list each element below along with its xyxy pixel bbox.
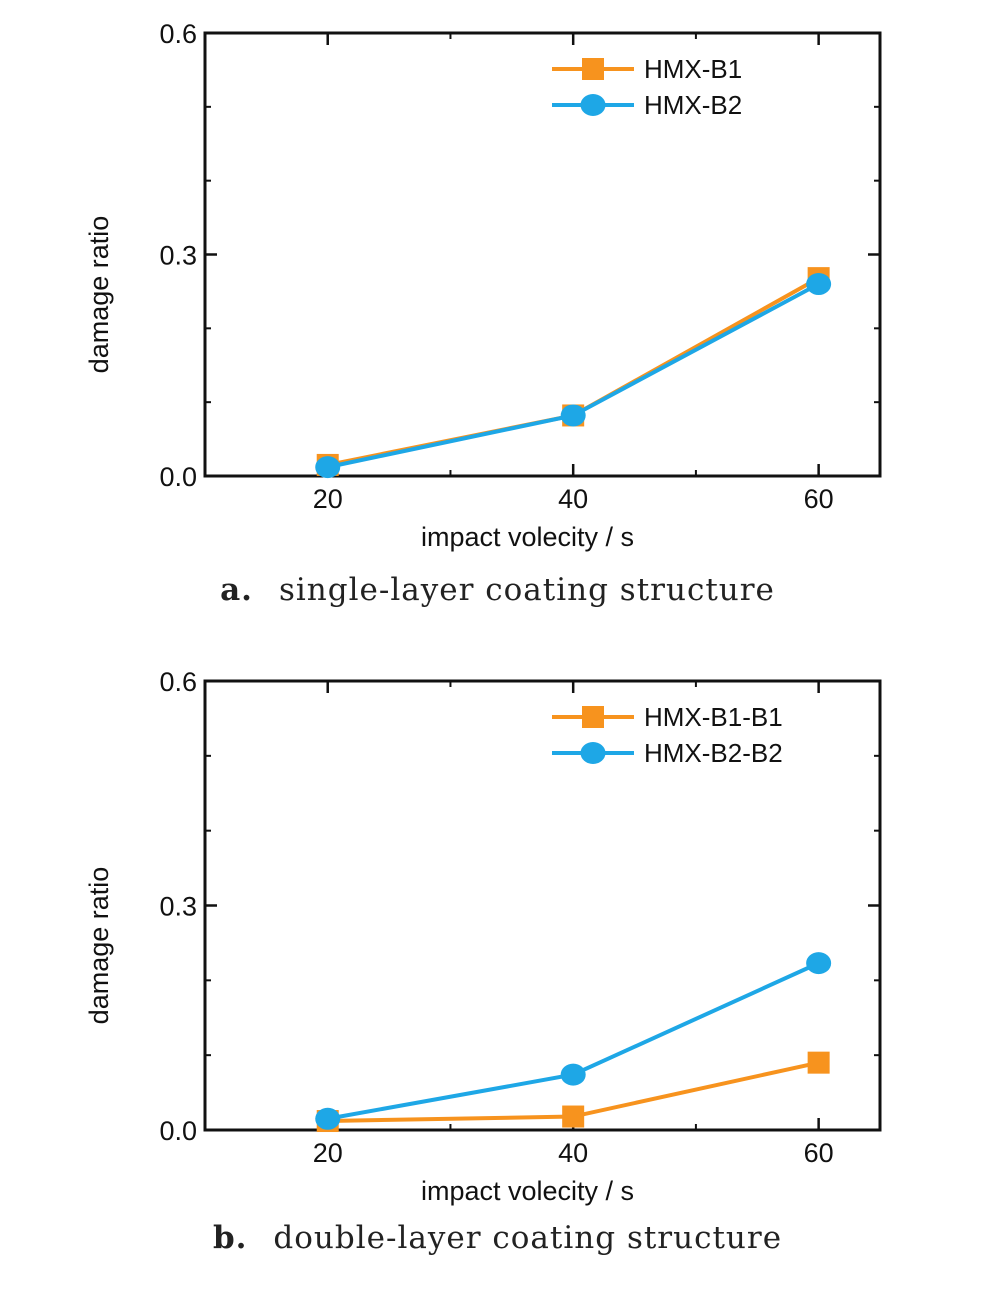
- caption-b-text: double-layer coating structure: [273, 1220, 783, 1256]
- series-1-point: [560, 1063, 586, 1086]
- caption-b-label: b.: [212, 1220, 248, 1256]
- series-1-point: [315, 1107, 341, 1130]
- x-tick-label: 20: [313, 484, 343, 514]
- legend-swatch-marker: [580, 742, 606, 764]
- caption-a-text: single-layer coating structure: [278, 572, 775, 608]
- y-tick-label: 0.0: [159, 1116, 197, 1146]
- x-axis-title: impact volecity / s: [421, 522, 634, 552]
- chart-panel-b: 0.0 0.3 0.6 20 40 60 impact volecity / s damage…: [0, 650, 995, 1305]
- x-tick-label: 60: [804, 484, 834, 514]
- x-tick-label: 20: [313, 1138, 343, 1168]
- x-axis-title: impact volecity / s: [421, 1176, 634, 1206]
- y-axis-title: damage ratio: [84, 867, 114, 1025]
- x-tick-label: 60: [804, 1138, 834, 1168]
- y-tick-label: 0.3: [159, 241, 197, 271]
- series-0-point: [562, 1105, 585, 1128]
- legend-entry: HMX-B1-B1: [644, 702, 783, 732]
- series-line-1: [327, 282, 820, 470]
- x-tick-label: 40: [558, 484, 588, 514]
- legend-entry: HMX-B2-B2: [644, 738, 783, 768]
- series-0-point: [807, 1051, 830, 1074]
- chart-panel-a: 0.0 0.3 0.6 20 40 60 impact volecity / s damage…: [0, 0, 995, 650]
- series-line-0: [327, 276, 820, 467]
- legend-entry: HMX-B2: [644, 90, 742, 120]
- series-1-point: [315, 456, 341, 479]
- chart-b-svg: 0.0 0.3 0.6 20 40 60 impact volecity / s damage…: [84, 667, 882, 1206]
- chart-a-svg: 0.0 0.3 0.6 20 40 60 impact volecity / s damage…: [84, 19, 882, 552]
- y-axis-title: damage ratio: [84, 216, 114, 374]
- legend-swatch-marker: [580, 94, 606, 116]
- caption-a: a. single-layer coating structure: [0, 572, 995, 608]
- plot-frame: [203, 31, 882, 478]
- caption-a-label: a.: [220, 572, 253, 608]
- series-line-1: [327, 961, 820, 1121]
- y-tick-label: 0.6: [159, 667, 197, 697]
- series-1-point: [560, 404, 586, 427]
- caption-b: b. double-layer coating structure: [0, 1220, 995, 1256]
- y-tick-label: 0.0: [159, 462, 197, 492]
- legend-entry: HMX-B1: [644, 54, 742, 84]
- series-1-point: [806, 952, 832, 975]
- y-tick-label: 0.6: [159, 19, 197, 49]
- legend-swatch-marker: [582, 706, 604, 728]
- legend-swatch-marker: [582, 58, 604, 80]
- x-tick-label: 40: [558, 1138, 588, 1168]
- y-tick-label: 0.3: [159, 892, 197, 922]
- series-1-point: [806, 273, 832, 296]
